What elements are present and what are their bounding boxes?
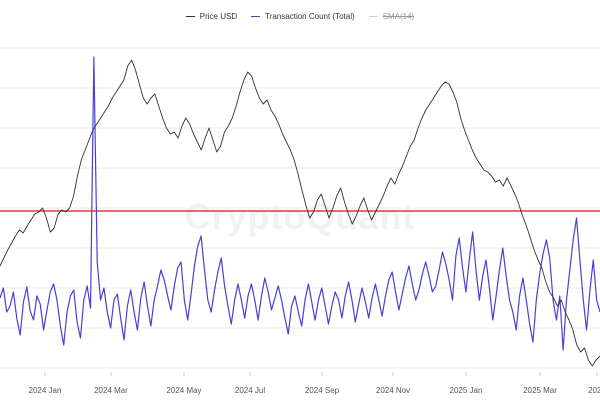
x-axis-tick-label: 2025 Mar xyxy=(523,386,557,395)
series-line-transaction-count xyxy=(0,56,600,351)
legend-swatch-sma-icon xyxy=(368,15,378,18)
legend-label-transaction-count: Transaction Count (Total) xyxy=(265,12,355,21)
x-axis-tick-label: 2025 xyxy=(588,386,600,395)
legend: Price USD Transaction Count (Total) SMA(… xyxy=(0,12,600,21)
legend-swatch-price-icon xyxy=(185,15,195,18)
x-axis-tick-label: 2024 May xyxy=(166,386,201,395)
legend-label-sma: SMA(14) xyxy=(382,12,415,21)
x-axis-tick-label: 2025 Jan xyxy=(450,386,483,395)
series-line-price-usd xyxy=(0,59,600,367)
legend-item-sma[interactable]: SMA(14) xyxy=(368,12,415,21)
legend-item-price[interactable]: Price USD xyxy=(185,12,238,21)
x-axis-tick-label: 2024 Mar xyxy=(94,386,128,395)
x-axis-tick-label: 2024 Sep xyxy=(305,386,340,395)
legend-swatch-transaction-icon xyxy=(251,15,261,18)
series-layer xyxy=(0,56,600,367)
legend-item-transaction-count[interactable]: Transaction Count (Total) xyxy=(251,12,355,21)
x-axis-tick-label: 2024 Jan xyxy=(29,386,62,395)
x-axis-tick-label: 2024 Jul xyxy=(235,386,265,395)
x-axis-tick-label: 2024 Nov xyxy=(376,386,410,395)
legend-label-price: Price USD xyxy=(199,12,238,21)
x-axis-tick-labels: 2024 Jan 2024 Mar 2024 May 2024 Jul 2024 Sep… xyxy=(29,386,600,395)
x-axis-ticks xyxy=(44,372,598,376)
